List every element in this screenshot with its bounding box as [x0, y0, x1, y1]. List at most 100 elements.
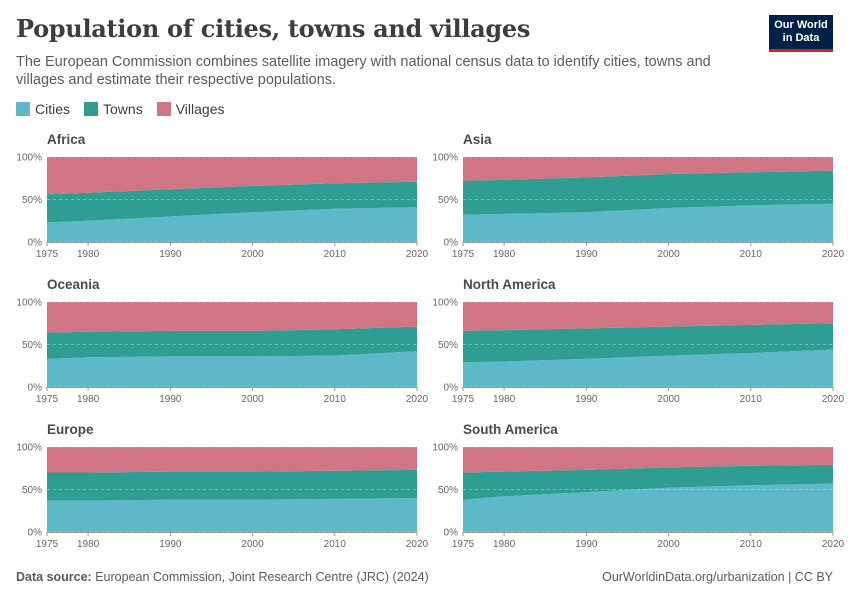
panel-title-africa: Africa: [47, 132, 86, 147]
x-tick-label-europe: 2020: [406, 539, 429, 550]
area-cities-africa: [47, 207, 417, 242]
area-cities-oceania: [47, 351, 417, 387]
x-tick-label-asia: 2010: [740, 249, 763, 260]
area-towns-asia: [463, 170, 833, 215]
y-tick-label-europe: 100%: [16, 443, 42, 454]
area-towns-africa: [47, 181, 417, 223]
owid-logo[interactable]: Our World in Data: [769, 15, 833, 52]
area-villages-oceania: [47, 302, 417, 333]
area-towns-europe: [47, 469, 417, 501]
data-source-text[interactable]: European Commission, Joint Research Cent…: [95, 570, 429, 584]
y-tick-label-oceania: 0%: [28, 383, 43, 394]
x-tick-label-africa: 2010: [324, 249, 347, 260]
x-tick-label-africa: 1990: [159, 249, 182, 260]
y-tick-label-south-america: 50%: [438, 485, 458, 496]
y-tick-label-oceania: 100%: [16, 298, 42, 309]
area-villages-north-america: [463, 302, 833, 331]
x-tick-label-oceania: 1980: [77, 394, 100, 405]
y-tick-label-asia: 50%: [438, 195, 458, 206]
legend-label-towns: Towns: [103, 101, 143, 117]
area-villages-asia: [463, 157, 833, 181]
y-tick-label-north-america: 50%: [438, 340, 458, 351]
legend-label-villages: Villages: [175, 101, 225, 117]
x-tick-label-oceania: 1975: [36, 394, 59, 405]
x-tick-label-north-america: 1980: [493, 394, 516, 405]
x-tick-label-europe: 2010: [324, 539, 347, 550]
y-tick-label-africa: 100%: [16, 153, 42, 164]
x-tick-label-south-america: 1975: [452, 539, 475, 550]
panel-title-asia: Asia: [463, 132, 492, 147]
chart-subtitle: The European Commission combines satelli…: [16, 54, 711, 88]
area-villages-europe: [47, 447, 417, 473]
logo-line-2: in Data: [782, 32, 820, 44]
x-tick-label-africa: 2020: [406, 249, 429, 260]
area-cities-asia: [463, 203, 833, 242]
x-tick-label-oceania: 2000: [241, 394, 264, 405]
legend: Cities Towns Villages: [16, 101, 224, 117]
area-villages-africa: [47, 157, 417, 195]
data-source: Data source: European Commission, Joint …: [16, 570, 429, 584]
x-tick-label-oceania: 2010: [324, 394, 347, 405]
y-tick-label-europe: 0%: [28, 528, 43, 539]
y-tick-label-north-america: 0%: [444, 383, 459, 394]
x-tick-label-north-america: 2000: [657, 394, 680, 405]
x-tick-label-africa: 1975: [36, 249, 59, 260]
x-tick-label-europe: 1975: [36, 539, 59, 550]
y-tick-label-asia: 100%: [432, 153, 458, 164]
legend-item-towns[interactable]: Towns: [84, 101, 143, 117]
x-tick-label-south-america: 1990: [575, 539, 598, 550]
y-tick-label-europe: 50%: [22, 485, 42, 496]
x-tick-label-north-america: 1990: [575, 394, 598, 405]
logo-line-1: Our World: [774, 19, 828, 31]
panel-africa: Africa 0% 50% 100% 1975 1980 1990 2000 2010 2020: [16, 132, 428, 260]
y-tick-label-oceania: 50%: [22, 340, 42, 351]
y-tick-label-asia: 0%: [444, 238, 459, 249]
x-tick-label-europe: 2000: [241, 539, 264, 550]
x-tick-label-north-america: 2020: [822, 394, 845, 405]
x-tick-label-europe: 1980: [77, 539, 100, 550]
x-tick-label-asia: 2000: [657, 249, 680, 260]
panel-north-america: North America 0% 50% 100% 1975 1980 1990 2000 20…: [432, 277, 844, 405]
x-tick-label-asia: 2020: [822, 249, 845, 260]
legend-label-cities: Cities: [35, 101, 71, 117]
x-tick-label-africa: 1980: [77, 249, 100, 260]
y-tick-label-south-america: 100%: [432, 443, 458, 454]
area-cities-europe: [47, 498, 417, 532]
legend-item-cities[interactable]: Cities: [16, 101, 70, 117]
x-tick-label-north-america: 2010: [740, 394, 763, 405]
panel-oceania: Oceania 0% 50% 100% 1975 1980 1990 2000 2010 2020: [16, 277, 428, 405]
y-tick-label-south-america: 0%: [444, 528, 459, 539]
chart-title: Population of cities, towns and villages: [16, 14, 531, 43]
x-tick-label-south-america: 2000: [657, 539, 680, 550]
panel-title-europe: Europe: [47, 422, 94, 437]
legend-item-villages[interactable]: Villages: [156, 101, 225, 117]
area-towns-oceania: [47, 326, 417, 359]
footer-link[interactable]: OurWorldinData.org/urbanization | CC BY: [602, 570, 833, 584]
area-cities-south-america: [463, 483, 833, 532]
panel-title-north-america: North America: [463, 277, 556, 292]
panel-europe: Europe 0% 50% 100% 1975 1980 1990 2000 2010 2020: [16, 422, 428, 550]
y-tick-label-north-america: 100%: [432, 298, 458, 309]
legend-swatch-towns: [84, 102, 99, 116]
area-towns-north-america: [463, 323, 833, 363]
x-tick-label-europe: 1990: [159, 539, 182, 550]
x-tick-label-south-america: 2010: [740, 539, 763, 550]
legend-swatch-cities: [16, 102, 30, 116]
area-towns-south-america: [463, 464, 833, 500]
panel-title-oceania: Oceania: [47, 277, 100, 292]
area-villages-south-america: [463, 447, 833, 473]
panel-asia: Asia 0% 50% 100% 1975 1980 1990 2000 2010 2020: [432, 132, 844, 260]
x-tick-label-asia: 1980: [493, 249, 516, 260]
x-tick-label-oceania: 1990: [159, 394, 182, 405]
area-cities-north-america: [463, 349, 833, 387]
y-tick-label-africa: 50%: [22, 195, 42, 206]
x-tick-label-africa: 2000: [241, 249, 264, 260]
x-tick-label-asia: 1990: [575, 249, 598, 260]
panel-south-america: South America 0% 50% 100% 1975 1980 1990 2000 20…: [432, 422, 844, 550]
x-tick-label-south-america: 1980: [493, 539, 516, 550]
y-tick-label-africa: 0%: [28, 238, 43, 249]
data-source-label: Data source:: [16, 570, 92, 584]
legend-swatch-villages: [156, 102, 171, 116]
x-tick-label-south-america: 2020: [822, 539, 845, 550]
